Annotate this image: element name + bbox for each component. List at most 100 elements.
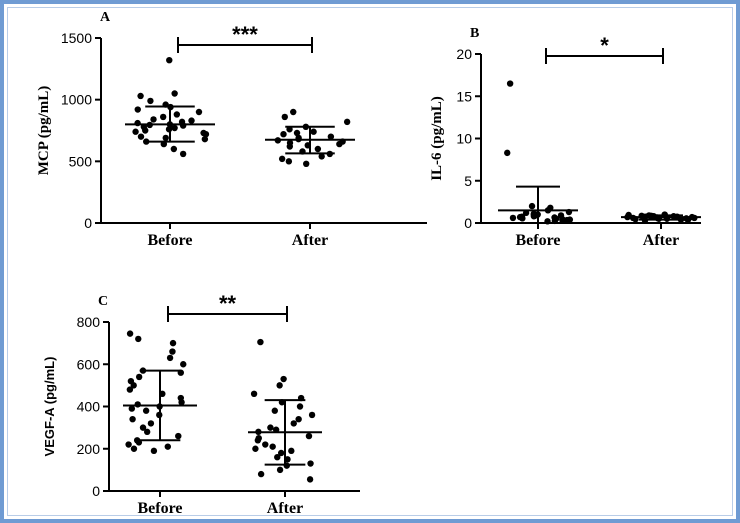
panel-a-point bbox=[170, 145, 178, 153]
panel-a-point bbox=[290, 108, 297, 116]
panel-b-y-tick-label: 10 bbox=[456, 131, 472, 147]
panel-a-point bbox=[195, 108, 203, 116]
panel-a-point bbox=[314, 145, 322, 153]
panel-c-point bbox=[262, 441, 269, 448]
panel-a-point bbox=[318, 153, 325, 160]
panel-a-point bbox=[281, 113, 288, 121]
panel-c-point bbox=[126, 330, 134, 337]
panel-a-point bbox=[137, 133, 145, 140]
panel-b-point bbox=[559, 217, 566, 224]
panel-a-point bbox=[293, 129, 301, 137]
panel-c-point bbox=[128, 405, 136, 412]
panel-b-point bbox=[530, 213, 538, 220]
panel-b-y-tick-label: 20 bbox=[456, 46, 472, 62]
panel-a-point bbox=[179, 150, 187, 158]
panel-a-point bbox=[173, 111, 181, 118]
panel-c-point bbox=[147, 420, 155, 427]
panel-c-point bbox=[175, 432, 182, 440]
panel-a-x-tick-label: Before bbox=[147, 232, 192, 249]
panel-c-y-tick-label: 600 bbox=[77, 356, 101, 372]
panel-b-point bbox=[504, 149, 511, 157]
panel-c-point bbox=[307, 460, 314, 467]
panel-c-point bbox=[257, 470, 265, 478]
panel-c-y-tick-label: 400 bbox=[77, 399, 101, 415]
panel-c-point bbox=[288, 447, 295, 455]
panel-c-point bbox=[143, 428, 151, 436]
panel-c-y-tick-label: 800 bbox=[77, 314, 101, 330]
panel-b-point bbox=[519, 215, 526, 222]
panel-a-point bbox=[336, 140, 343, 148]
panel-b-point bbox=[506, 80, 514, 87]
panel-c-point bbox=[305, 432, 313, 440]
panel-c-point bbox=[142, 407, 150, 414]
panel-c-point bbox=[250, 390, 258, 398]
panel-c-point bbox=[135, 335, 142, 343]
panel-a-point bbox=[134, 119, 141, 127]
panel-a-y-tick-label: 500 bbox=[69, 153, 93, 169]
panel-a-y-tick-label: 1500 bbox=[61, 30, 92, 46]
panel-a-point bbox=[132, 128, 139, 135]
panel-a-significance-label: *** bbox=[232, 22, 258, 47]
panel-a-point bbox=[134, 106, 141, 113]
panel-a-y-tick-label: 0 bbox=[84, 215, 92, 231]
panel-a-point bbox=[162, 134, 169, 142]
panel-b-x-tick-label: After bbox=[643, 232, 679, 249]
panel-c-point bbox=[134, 401, 141, 408]
panel-a-point bbox=[179, 122, 187, 129]
panel-c-point bbox=[150, 447, 158, 455]
panel-c-point bbox=[164, 443, 171, 450]
panel-c-point bbox=[254, 437, 262, 444]
panel-b-point bbox=[684, 216, 692, 224]
panel-b-letter: B bbox=[470, 26, 479, 41]
panel-b-point bbox=[528, 202, 536, 210]
panel-c-point bbox=[169, 339, 177, 347]
panel-c-letter: C bbox=[98, 294, 108, 309]
panel-a-point bbox=[303, 160, 310, 167]
panel-c-point bbox=[257, 338, 264, 346]
panel-c-point bbox=[130, 445, 138, 452]
panel-a-point bbox=[166, 57, 173, 64]
panel-a-point bbox=[137, 92, 144, 100]
panel-a-y-tick-label: 1000 bbox=[61, 92, 92, 108]
panel-c-point bbox=[276, 466, 284, 474]
panel-a-point bbox=[147, 97, 154, 105]
panel-c-y-tick-label: 0 bbox=[92, 483, 100, 499]
panel-a-point bbox=[310, 128, 317, 135]
panel-c-point bbox=[277, 449, 285, 457]
panel-a-point bbox=[202, 131, 210, 138]
panel-a-point bbox=[188, 117, 195, 124]
panel-c-point bbox=[252, 445, 259, 452]
panel-c-point bbox=[180, 361, 187, 368]
panel-b-point bbox=[509, 214, 517, 222]
panel-a-point bbox=[171, 90, 178, 97]
panel-c-point bbox=[169, 348, 176, 355]
panel-b-y-tick-label: 15 bbox=[456, 88, 472, 104]
panel-a-point bbox=[201, 135, 209, 143]
panel-c-y-tick-label: 200 bbox=[77, 441, 101, 457]
panel-c-point bbox=[126, 386, 134, 393]
panel-a-letter: A bbox=[100, 10, 111, 25]
panel-a-point bbox=[280, 131, 287, 138]
panel-c-point bbox=[135, 373, 143, 381]
panel-a-point bbox=[150, 116, 157, 123]
panel-c-point bbox=[276, 382, 283, 389]
panel-b-y-axis-label: IL-6 (pg/mL) bbox=[429, 96, 445, 181]
panel-c-point bbox=[274, 454, 281, 461]
panel-a-point bbox=[286, 143, 294, 150]
panel-c-point bbox=[166, 354, 174, 362]
panel-c-point bbox=[139, 424, 147, 431]
panel-b-y-tick-label: 5 bbox=[464, 173, 472, 189]
panel-c-point bbox=[308, 411, 316, 419]
panel-c-x-tick-label: Before bbox=[137, 500, 182, 517]
panel-c-significance-label: ** bbox=[219, 291, 237, 316]
panel-c-point bbox=[125, 441, 132, 448]
panel-c-point bbox=[306, 476, 314, 483]
panel-a-x-tick-label: After bbox=[292, 232, 328, 249]
panel-a-point bbox=[142, 127, 149, 134]
panel-c-y-axis-label: VEGF-A (pg/mL) bbox=[42, 357, 57, 457]
panel-c-x-tick-label: After bbox=[267, 500, 303, 517]
panel-c-point bbox=[271, 407, 278, 414]
panel-b-x-tick-label: Before bbox=[515, 232, 560, 249]
